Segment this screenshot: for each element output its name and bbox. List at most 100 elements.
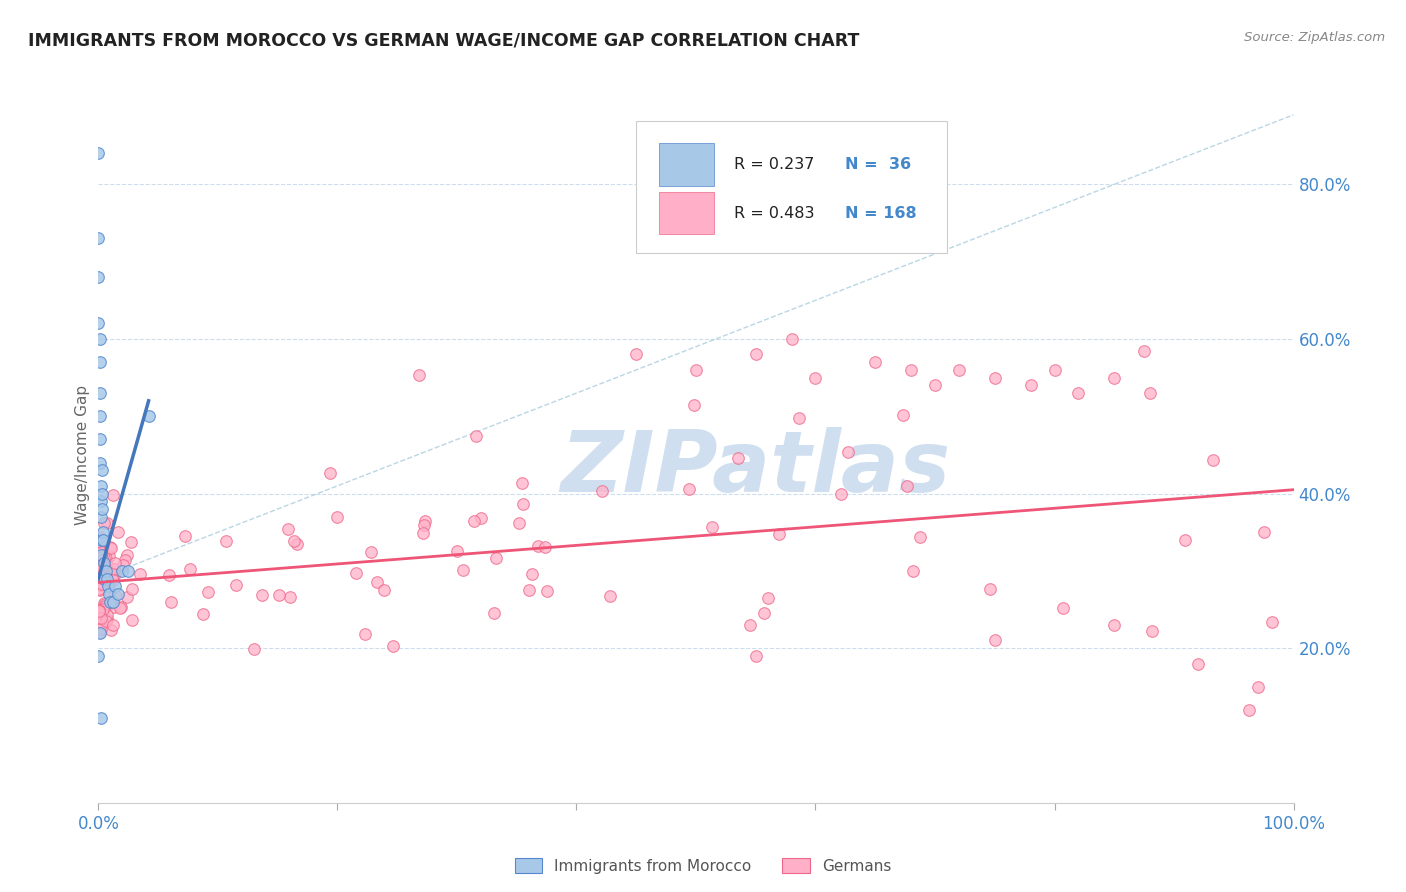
Point: [87, 565, 110, 579]
Point: [96, 558, 118, 573]
Point: [1187, 657, 1209, 671]
Point: [93, 572, 115, 586]
Point: [756, 591, 779, 605]
Y-axis label: Wage/Income Gap: Wage/Income Gap: [75, 384, 90, 525]
Point: [678, 482, 700, 496]
Point: [536, 583, 558, 598]
Point: [91, 549, 114, 563]
Point: [91, 601, 114, 615]
Point: [891, 409, 914, 423]
Point: [104, 579, 127, 593]
Point: [98, 541, 121, 555]
Point: [463, 515, 485, 529]
Point: [1260, 615, 1282, 630]
Point: [344, 566, 367, 580]
Point: [87, 146, 110, 161]
Point: [101, 595, 124, 609]
Point: [114, 553, 136, 567]
Point: [110, 599, 132, 614]
FancyBboxPatch shape: [659, 144, 714, 186]
Text: ZIPatlas: ZIPatlas: [561, 427, 950, 510]
Point: [96, 608, 118, 623]
Point: [740, 617, 762, 632]
Point: [94, 564, 117, 578]
Point: [685, 363, 707, 377]
Point: [89, 555, 111, 569]
Point: [90, 549, 112, 563]
Point: [111, 564, 134, 578]
Point: [599, 589, 621, 603]
Point: [804, 370, 827, 384]
Point: [96, 572, 118, 586]
Point: [87, 550, 110, 565]
Point: [98, 587, 121, 601]
Point: [94, 599, 117, 613]
Text: R = 0.483: R = 0.483: [734, 206, 814, 220]
Point: [94, 614, 117, 628]
Point: [520, 567, 543, 582]
Point: [90, 533, 112, 547]
Point: [117, 564, 139, 578]
Point: [979, 582, 1001, 596]
Point: [91, 533, 114, 547]
Point: [94, 549, 117, 563]
Point: [517, 583, 540, 598]
Point: [1052, 601, 1074, 615]
Point: [90, 566, 112, 581]
Point: [89, 569, 111, 583]
Point: [121, 613, 143, 627]
Point: [90, 623, 112, 637]
Point: [591, 484, 613, 499]
Point: [107, 524, 129, 539]
Point: [768, 526, 790, 541]
Point: [360, 544, 382, 558]
Point: [89, 386, 111, 401]
Point: [89, 570, 111, 584]
Point: [97, 564, 120, 578]
Point: [96, 573, 118, 587]
Point: [91, 566, 114, 581]
Point: [908, 530, 931, 544]
Point: [89, 560, 111, 574]
Point: [91, 577, 114, 591]
Point: [103, 562, 125, 576]
Point: [510, 475, 533, 490]
Point: [90, 568, 112, 582]
Point: [89, 409, 111, 424]
Point: [89, 530, 111, 544]
Point: [90, 567, 112, 582]
Point: [98, 584, 121, 599]
Point: [924, 378, 946, 392]
Point: [1104, 370, 1126, 384]
Point: [173, 528, 195, 542]
Point: [285, 536, 308, 550]
Point: [90, 616, 112, 631]
Point: [100, 541, 122, 556]
Point: [90, 711, 112, 725]
Point: [101, 566, 124, 581]
Point: [727, 451, 749, 466]
Point: [837, 445, 859, 459]
Point: [626, 347, 648, 361]
Point: [91, 572, 114, 586]
Point: [252, 589, 274, 603]
Point: [89, 608, 111, 623]
Point: [1139, 386, 1161, 401]
Point: [278, 591, 301, 605]
Point: [104, 588, 127, 602]
Text: N = 168: N = 168: [845, 206, 917, 220]
Point: [283, 533, 305, 548]
Text: Source: ZipAtlas.com: Source: ZipAtlas.com: [1244, 31, 1385, 45]
Point: [1253, 525, 1275, 540]
Point: [87, 561, 110, 575]
Point: [89, 559, 111, 574]
Point: [534, 540, 557, 554]
Point: [89, 332, 111, 346]
Point: [87, 648, 110, 663]
Point: [1247, 680, 1270, 694]
Point: [90, 545, 112, 559]
Point: [107, 587, 129, 601]
Point: [93, 596, 115, 610]
Point: [896, 479, 918, 493]
Point: [412, 526, 434, 541]
